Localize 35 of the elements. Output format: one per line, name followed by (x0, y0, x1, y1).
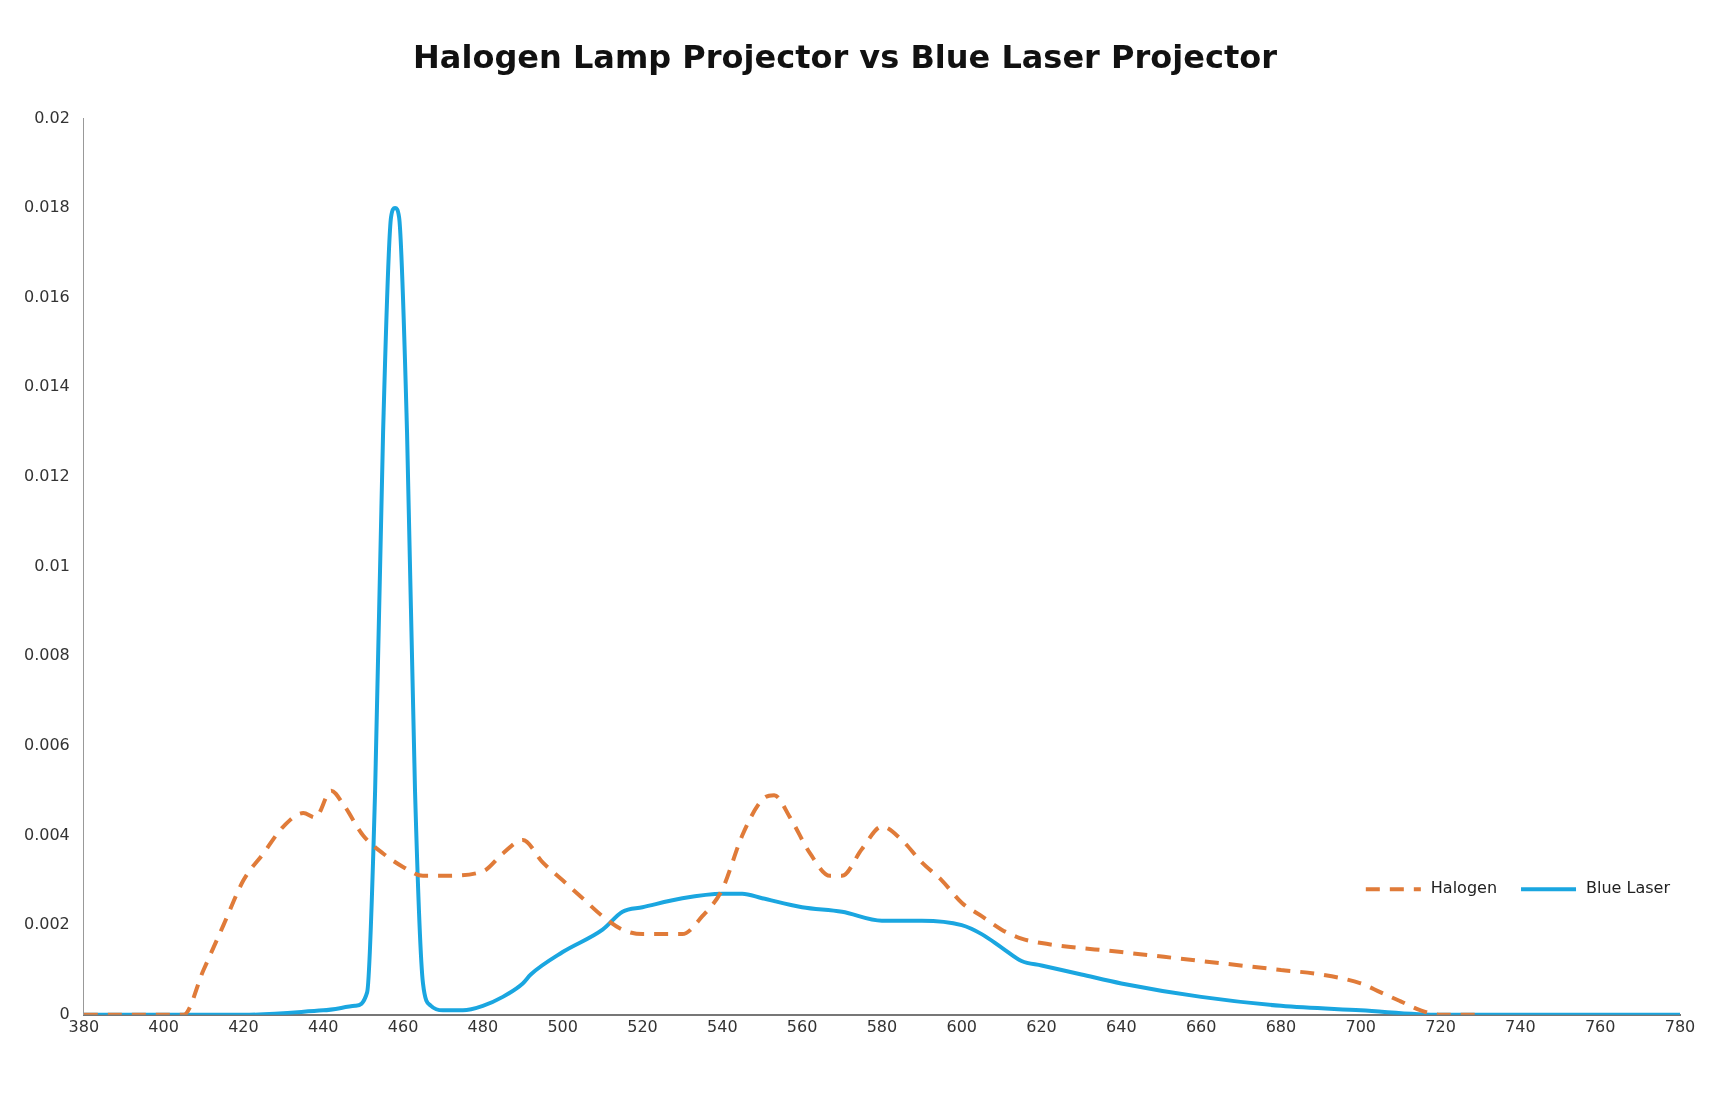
x-tick-label: 480 (467, 1016, 499, 1036)
y-tick-label: 0.02 (34, 107, 70, 127)
x-tick-label: 600 (946, 1016, 977, 1036)
x-tick-label: 440 (307, 1016, 339, 1036)
y-tick-label: 0.002 (23, 914, 70, 934)
x-tick-label: 380 (68, 1016, 100, 1036)
x-tick-label: 720 (1425, 1016, 1456, 1036)
x-tick-label: 660 (1185, 1016, 1217, 1036)
x-tick-label: 700 (1345, 1016, 1377, 1036)
y-tick-label: 0.008 (23, 645, 70, 665)
x-tick-label: 540 (707, 1016, 738, 1036)
x-tick-label: 620 (1026, 1016, 1057, 1036)
x-tick-label: 580 (866, 1016, 898, 1036)
x-tick-label: 760 (1584, 1016, 1616, 1036)
y-tick-label: 0.006 (23, 735, 70, 755)
y-tick-label: 0 (59, 1003, 70, 1023)
y-tick-label: 0.018 (23, 197, 70, 217)
legend-label: Halogen (1430, 878, 1498, 898)
x-tick-label: 460 (387, 1016, 419, 1036)
legend-label: Blue Laser (1586, 878, 1671, 898)
chart-title: Halogen Lamp Projector vs Blue Laser Projector (413, 37, 1278, 76)
x-tick-label: 420 (228, 1016, 259, 1036)
y-tick-label: 0.012 (23, 466, 70, 486)
y-tick-label: 0.014 (23, 376, 70, 396)
x-tick-label: 640 (1106, 1016, 1137, 1036)
y-tick-label: 0.004 (23, 824, 70, 844)
x-tick-label: 500 (547, 1016, 578, 1036)
x-tick-label: 780 (1664, 1016, 1696, 1036)
x-tick-label: 560 (786, 1016, 818, 1036)
y-tick-label: 0.016 (23, 286, 70, 306)
x-tick-label: 680 (1265, 1016, 1297, 1036)
x-tick-label: 520 (627, 1016, 658, 1036)
y-tick-label: 0.01 (34, 555, 70, 575)
x-tick-label: 400 (148, 1016, 179, 1036)
x-tick-label: 740 (1505, 1016, 1536, 1036)
